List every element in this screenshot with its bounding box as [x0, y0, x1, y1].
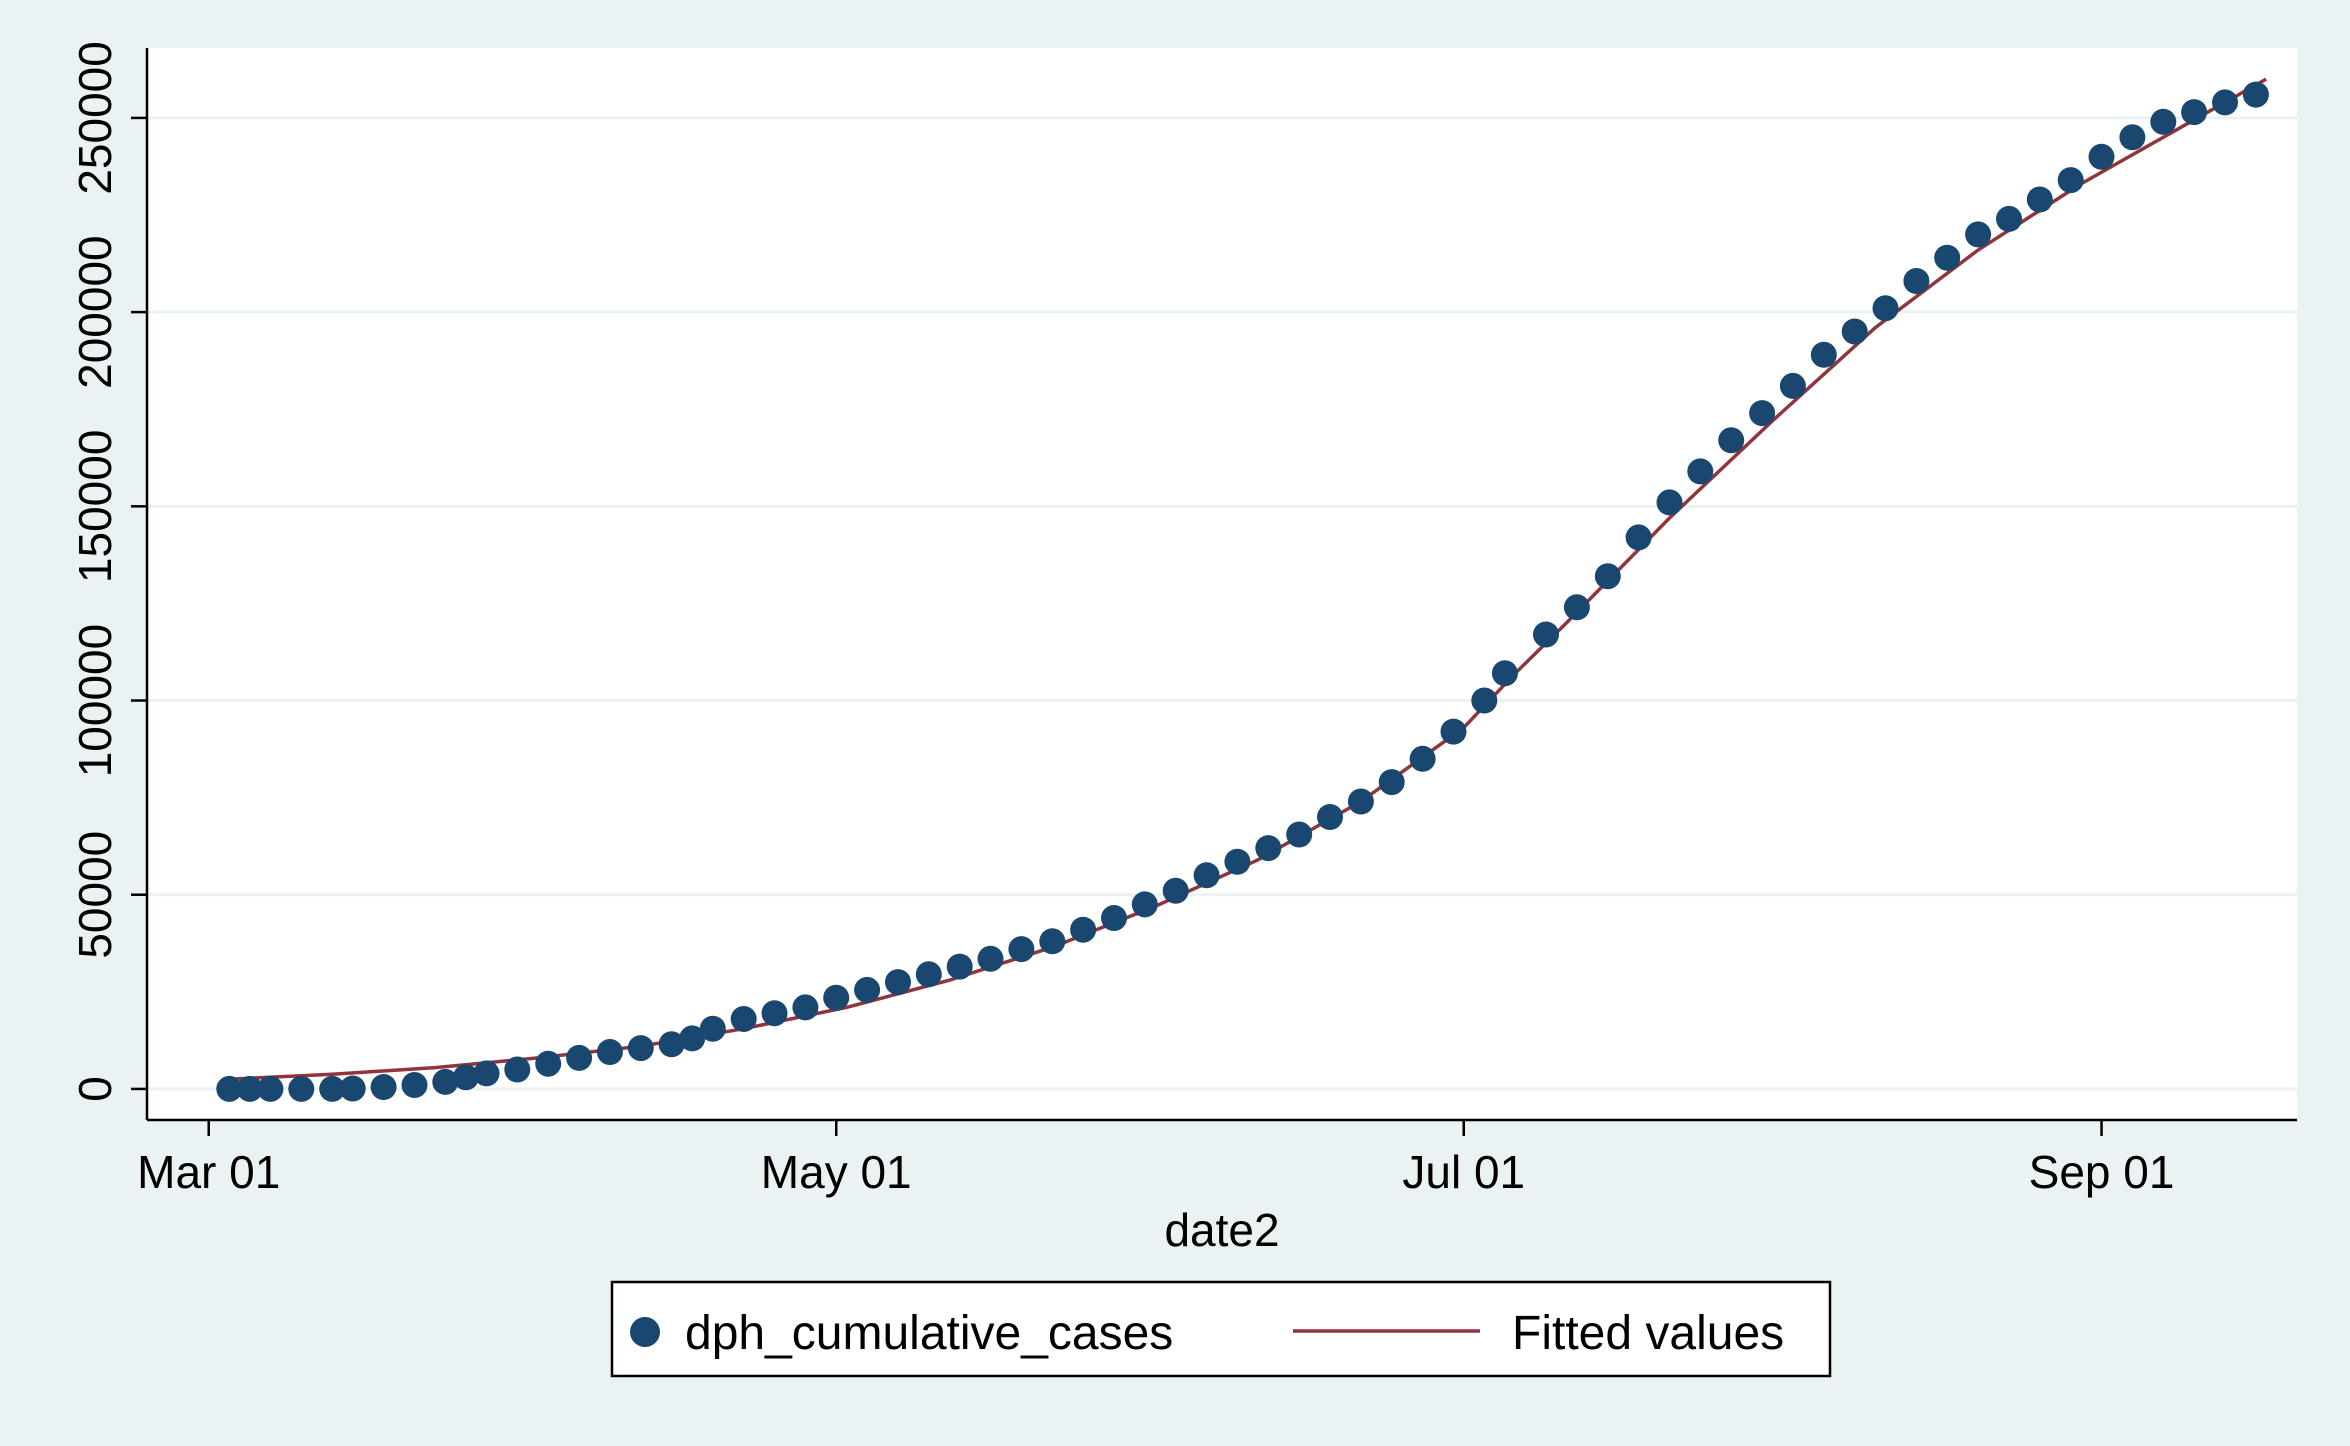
data-point-6 — [370, 1074, 397, 1100]
plot-area — [147, 48, 2297, 1120]
data-point-63 — [2088, 143, 2115, 170]
data-point-61 — [2026, 186, 2053, 213]
data-point-39 — [1347, 788, 1374, 815]
scatter-points-layer — [216, 81, 2269, 1102]
data-point-53 — [1779, 372, 1806, 399]
data-point-24 — [885, 969, 911, 996]
legend: dph_cumulative_cases Fitted values — [610, 1280, 1832, 1378]
y-tick-label-1: 50000 — [69, 831, 121, 959]
data-point-37 — [1286, 821, 1313, 848]
data-point-51 — [1718, 427, 1745, 454]
data-point-59 — [1965, 221, 1992, 248]
data-point-19 — [730, 1006, 757, 1032]
data-point-22 — [823, 984, 850, 1011]
data-point-56 — [1872, 295, 1899, 322]
y-tick-label-2: 100000 — [69, 624, 121, 778]
axes — [145, 48, 2297, 1122]
x-axis-ticks: Mar 01 May 01 Jul 01 Sep 01 — [137, 1120, 2174, 1198]
y-tick-label-3: 150000 — [69, 430, 121, 584]
data-point-20 — [761, 1000, 788, 1027]
legend-box — [610, 1280, 1832, 1378]
y-tick-label-5: 250000 — [69, 41, 121, 195]
data-point-46 — [1563, 594, 1590, 621]
data-point-44 — [1491, 660, 1518, 687]
data-point-11 — [504, 1056, 531, 1083]
data-point-14 — [596, 1039, 623, 1065]
data-point-10 — [473, 1060, 500, 1087]
data-point-43 — [1471, 687, 1498, 714]
data-point-54 — [1810, 341, 1837, 368]
x-tick-label-1: May 01 — [761, 1146, 912, 1198]
legend-label-dph_cumulative_cases: dph_cumulative_cases — [685, 1307, 1173, 1360]
legend-marker-dph_cumulative_cases — [630, 1317, 660, 1347]
data-point-2 — [257, 1075, 284, 1102]
data-point-9 — [452, 1064, 479, 1091]
data-point-41 — [1409, 745, 1436, 772]
data-point-55 — [1841, 318, 1868, 345]
data-point-40 — [1378, 769, 1405, 796]
data-point-57 — [1903, 268, 1930, 294]
data-point-18 — [699, 1015, 726, 1042]
data-point-34 — [1193, 862, 1220, 889]
data-point-0 — [216, 1075, 243, 1102]
data-point-5 — [339, 1075, 366, 1102]
data-point-25 — [915, 961, 942, 988]
data-point-29 — [1039, 928, 1066, 955]
data-point-13 — [566, 1044, 593, 1071]
data-point-60 — [1996, 205, 2022, 232]
data-point-58 — [1934, 244, 1961, 271]
data-point-16 — [658, 1031, 685, 1058]
data-point-68 — [2242, 81, 2269, 108]
data-point-3 — [288, 1075, 315, 1102]
data-point-47 — [1594, 563, 1621, 590]
data-point-48 — [1625, 524, 1652, 551]
gridlines — [147, 116, 2297, 1091]
data-point-36 — [1255, 835, 1282, 862]
data-point-1 — [236, 1075, 263, 1102]
x-tick-label-2: Jul 01 — [1402, 1146, 1525, 1198]
y-tick-label-4: 200000 — [69, 235, 121, 389]
data-point-49 — [1656, 489, 1683, 516]
legend-label-fitted-values: Fitted values — [1512, 1307, 1784, 1360]
data-point-52 — [1749, 400, 1776, 427]
x-axis-title: date2 — [1164, 1204, 1279, 1256]
data-point-8 — [432, 1068, 459, 1095]
data-point-67 — [2212, 89, 2238, 116]
data-point-33 — [1162, 877, 1189, 904]
data-point-38 — [1317, 804, 1343, 830]
data-point-12 — [535, 1050, 562, 1077]
data-point-31 — [1101, 905, 1127, 931]
data-point-7 — [401, 1072, 428, 1098]
data-point-28 — [1008, 936, 1035, 963]
data-point-4 — [319, 1075, 346, 1102]
data-point-45 — [1533, 621, 1559, 648]
data-point-62 — [2057, 167, 2084, 194]
data-point-17 — [679, 1025, 706, 1052]
data-point-65 — [2150, 108, 2177, 135]
data-point-32 — [1131, 891, 1158, 918]
data-point-27 — [977, 945, 1004, 972]
data-point-35 — [1224, 848, 1251, 875]
data-point-21 — [792, 994, 819, 1021]
data-point-30 — [1070, 916, 1097, 943]
data-point-26 — [946, 953, 973, 980]
data-point-50 — [1687, 458, 1714, 485]
y-axis-ticks: 0 50000 100000 150000 200000 250000 — [69, 41, 147, 1102]
data-point-64 — [2119, 124, 2146, 151]
data-point-23 — [854, 976, 881, 1003]
data-point-42 — [1440, 718, 1467, 745]
x-tick-label-0: Mar 01 — [137, 1146, 280, 1198]
x-tick-label-3: Sep 01 — [2029, 1146, 2175, 1198]
data-point-66 — [2181, 99, 2208, 126]
y-tick-label-0: 0 — [69, 1076, 121, 1102]
data-point-15 — [627, 1035, 654, 1062]
